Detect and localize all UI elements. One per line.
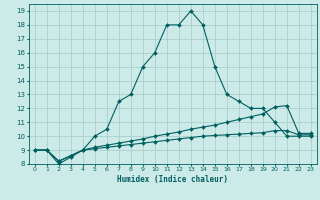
X-axis label: Humidex (Indice chaleur): Humidex (Indice chaleur) xyxy=(117,175,228,184)
